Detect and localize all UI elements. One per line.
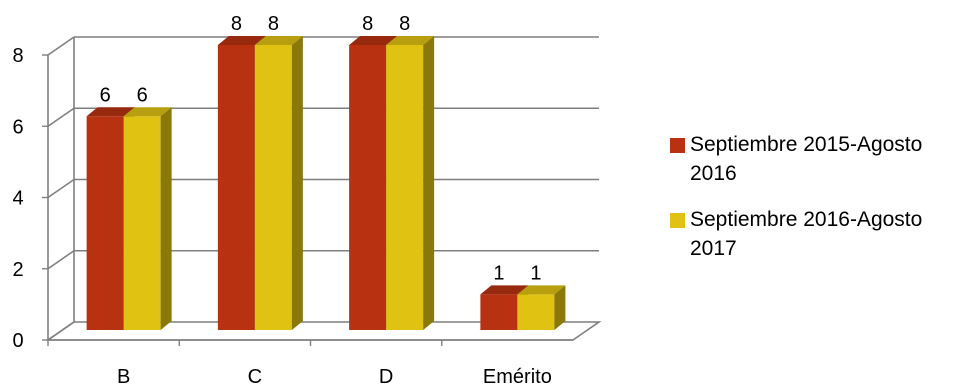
bar-top [517, 285, 566, 295]
legend-swatch-series-2 [670, 213, 685, 228]
bar-2-D [386, 36, 435, 330]
x-category-label-0: B [117, 366, 130, 388]
data-label-2-D: 8 [399, 13, 410, 35]
bar-top [480, 285, 529, 295]
gridline-side-1 [47, 250, 75, 270]
bar-front [123, 116, 161, 330]
gridline-side-2 [47, 178, 75, 199]
y-tick-label-2: 4 [12, 188, 23, 210]
gridline-side-0 [47, 321, 75, 341]
legend-item-series-1: Septiembre 2015-Agosto 2016 [670, 130, 961, 188]
bar-front [480, 294, 518, 330]
x-category-label-2: D [379, 366, 393, 388]
y-tick-label-0: 0 [12, 330, 23, 352]
y-tick-label-3: 6 [12, 116, 23, 138]
y-axis-ticks: 0 2 4 6 8 [12, 45, 48, 352]
bar-top [217, 36, 266, 45]
x-category-label-1: C [248, 366, 262, 388]
bar-front [86, 116, 124, 330]
data-label-1-B: 6 [100, 84, 111, 106]
bar-top [254, 36, 303, 45]
bar-top [386, 36, 435, 45]
data-label-1-C: 8 [231, 13, 242, 35]
y-tick-label-4: 8 [12, 45, 23, 67]
bar-side [160, 107, 172, 330]
bar-front [517, 294, 555, 330]
x-axis-categories: B C D Emérito [117, 366, 552, 388]
bar-side [423, 36, 435, 330]
bar-2-B [123, 107, 172, 330]
bar-side [291, 36, 303, 330]
legend-label-series-1: Septiembre 2015-Agosto 2016 [690, 133, 923, 185]
data-label-2-C: 8 [268, 13, 279, 35]
gridline-side-3 [47, 107, 75, 127]
data-label-2-Emérito: 1 [530, 262, 541, 284]
bar-2-Emérito [517, 285, 566, 330]
bar-front [349, 45, 387, 330]
bar-side [554, 285, 566, 330]
legend-swatch-series-1 [670, 138, 685, 153]
data-label-1-D: 8 [362, 13, 373, 35]
legend-item-series-2: Septiembre 2016-Agosto 2017 [670, 205, 961, 263]
bar-top [349, 36, 398, 45]
bar-front [386, 45, 424, 330]
data-label-2-B: 6 [137, 84, 148, 106]
bars [86, 36, 566, 330]
bar-top [123, 107, 172, 117]
data-labels: 6 6 8 8 8 8 1 1 [100, 13, 542, 284]
bar-front [217, 45, 255, 330]
legend-label-series-2: Septiembre 2016-Agosto 2017 [690, 208, 923, 260]
y-tick-label-1: 2 [12, 259, 23, 281]
bar-front [254, 45, 292, 330]
bar-top [86, 107, 135, 117]
x-category-label-3: Emérito [483, 366, 552, 388]
data-label-1-Emérito: 1 [493, 262, 504, 284]
legend: Septiembre 2015-Agosto 2016 Septiembre 2… [670, 130, 961, 280]
bar-2-C [254, 36, 303, 330]
gridline-side-4 [47, 36, 75, 56]
